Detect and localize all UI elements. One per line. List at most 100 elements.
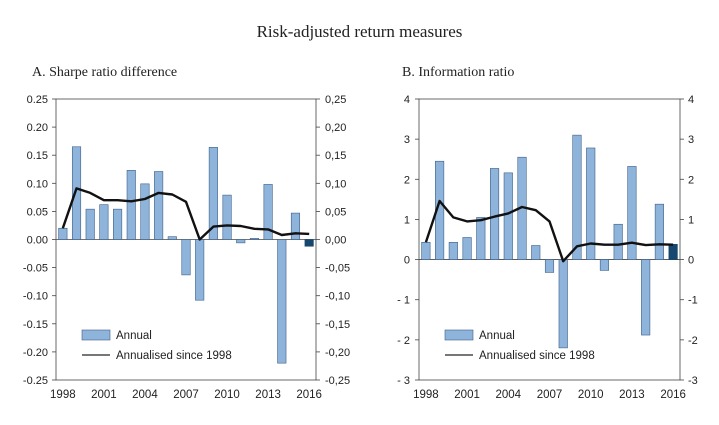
panel-b-title: B. Information ratio <box>402 65 515 80</box>
bar-2011 <box>236 239 246 244</box>
bar-2002 <box>113 208 123 240</box>
x-tick-label-2010: 2010 <box>578 389 604 401</box>
legend-annual-label: Annual <box>479 330 515 342</box>
x-tick-label-2010: 2010 <box>214 389 240 401</box>
bar-2008 <box>558 259 568 349</box>
bar-2006 <box>531 245 541 260</box>
main-title: Risk-adjusted return measures <box>256 22 463 41</box>
y-tick-label-right: 3 <box>688 134 694 146</box>
y-tick-label-left: 3 <box>404 134 410 146</box>
y-tick-label-right: 0,20 <box>325 122 346 134</box>
bar-2001 <box>99 204 109 240</box>
y-tick-label-right: 2 <box>688 174 694 186</box>
y-tick-label-right: -0,20 <box>325 347 350 359</box>
bar-2016 <box>668 244 678 260</box>
bar-1998 <box>421 242 431 260</box>
y-tick-label-left: 2 <box>404 174 410 186</box>
x-tick-label-2013: 2013 <box>255 389 281 401</box>
annualised-line <box>61 187 310 241</box>
legend-annual-label: Annual <box>116 330 152 342</box>
x-tick-label-1998: 1998 <box>413 389 439 401</box>
y-tick-label-left: 0.20 <box>27 122 48 134</box>
y-tick-label-left: -0.05 <box>23 263 48 275</box>
bar-2012 <box>249 238 259 240</box>
bar-2009 <box>572 134 582 260</box>
bar-2010 <box>586 147 596 260</box>
y-tick-label-right: -0,15 <box>325 319 350 331</box>
y-tick-label-right: 4 <box>688 94 694 106</box>
plot-frame <box>418 98 681 381</box>
legend-line-label: Annualised since 1998 <box>479 350 595 362</box>
y-tick-label-left: 0.05 <box>27 206 48 218</box>
y-tick-label-right: -1 <box>688 295 698 307</box>
bar-2001 <box>462 237 472 260</box>
y-tick-label-left: - 3 <box>397 375 410 387</box>
legend-annual-swatch <box>81 329 111 341</box>
y-tick-label-right: 1 <box>688 214 694 226</box>
y-tick-label-right: -2 <box>688 335 698 347</box>
panel-a-title: A. Sharpe ratio difference <box>32 65 178 80</box>
y-tick-label-left: 0.00 <box>27 235 48 247</box>
bar-2014 <box>277 239 287 364</box>
bar-2016 <box>304 239 314 247</box>
y-tick-label-right: -0,25 <box>325 375 350 387</box>
bar-2007 <box>181 239 191 276</box>
y-tick-label-left: 0 <box>404 255 410 267</box>
y-tick-label-left: -0.15 <box>23 319 48 331</box>
y-tick-label-left: - 1 <box>397 295 410 307</box>
x-tick-label-2004: 2004 <box>495 389 521 401</box>
bar-2013 <box>627 166 637 260</box>
y-tick-label-left: 4 <box>404 94 410 106</box>
y-tick-label-right: 0,10 <box>325 178 346 190</box>
annualised-line <box>424 199 674 263</box>
bar-2003 <box>126 170 136 240</box>
x-tick-label-2007: 2007 <box>173 389 199 401</box>
bar-1999 <box>71 146 82 240</box>
bar-2002 <box>476 217 486 260</box>
y-tick-label-left: 0.15 <box>27 150 48 162</box>
y-tick-label-right: 0,00 <box>325 235 346 247</box>
bar-2015 <box>654 203 664 260</box>
x-tick-label-1998: 1998 <box>50 389 76 401</box>
bar-2013 <box>263 184 273 240</box>
bar-2010 <box>222 194 232 240</box>
bar-2006 <box>167 236 177 240</box>
x-tick-label-2016: 2016 <box>660 389 686 401</box>
y-tick-label-left: 1 <box>404 214 410 226</box>
y-tick-label-right: -0,05 <box>325 263 350 275</box>
y-tick-label-left: -0.10 <box>23 291 48 303</box>
y-tick-label-left: - 2 <box>397 335 410 347</box>
y-tick-label-left: 0.25 <box>27 94 48 106</box>
x-tick-label-2013: 2013 <box>619 389 645 401</box>
bar-2009 <box>208 147 218 240</box>
bar-2000 <box>85 208 95 240</box>
x-tick-label-2001: 2001 <box>91 389 117 401</box>
bar-2014 <box>641 259 651 336</box>
bar-2015 <box>290 212 301 240</box>
y-tick-label-right: 0 <box>688 255 694 267</box>
bar-2003 <box>489 168 500 260</box>
y-tick-label-left: -0.25 <box>23 375 48 387</box>
bar-2011 <box>599 259 610 271</box>
y-tick-label-right: -3 <box>688 375 698 387</box>
x-tick-label-2016: 2016 <box>296 389 322 401</box>
bar-2004 <box>140 183 150 240</box>
bar-2004 <box>503 172 513 260</box>
x-tick-label-2004: 2004 <box>132 389 158 401</box>
x-tick-label-2001: 2001 <box>454 389 480 401</box>
x-tick-label-2007: 2007 <box>537 389 563 401</box>
bar-2007 <box>544 259 555 273</box>
y-tick-label-right: 0,15 <box>325 150 346 162</box>
bar-2012 <box>613 223 623 260</box>
y-tick-label-right: -0,10 <box>325 291 350 303</box>
y-tick-label-right: 0,25 <box>325 94 346 106</box>
bar-2005 <box>154 171 164 240</box>
legend-line-label: Annualised since 1998 <box>116 350 232 362</box>
sharpe-ratio-chart: 0.25 0,25 0.20 0,20 0.15 0,15 0.10 0,10 0.05 0,05… <box>23 94 350 401</box>
legend-annual-swatch <box>444 329 474 341</box>
bar-2000 <box>448 242 458 260</box>
y-tick-label-right: 0,05 <box>325 206 346 218</box>
y-tick-label-left: 0.10 <box>27 178 48 190</box>
